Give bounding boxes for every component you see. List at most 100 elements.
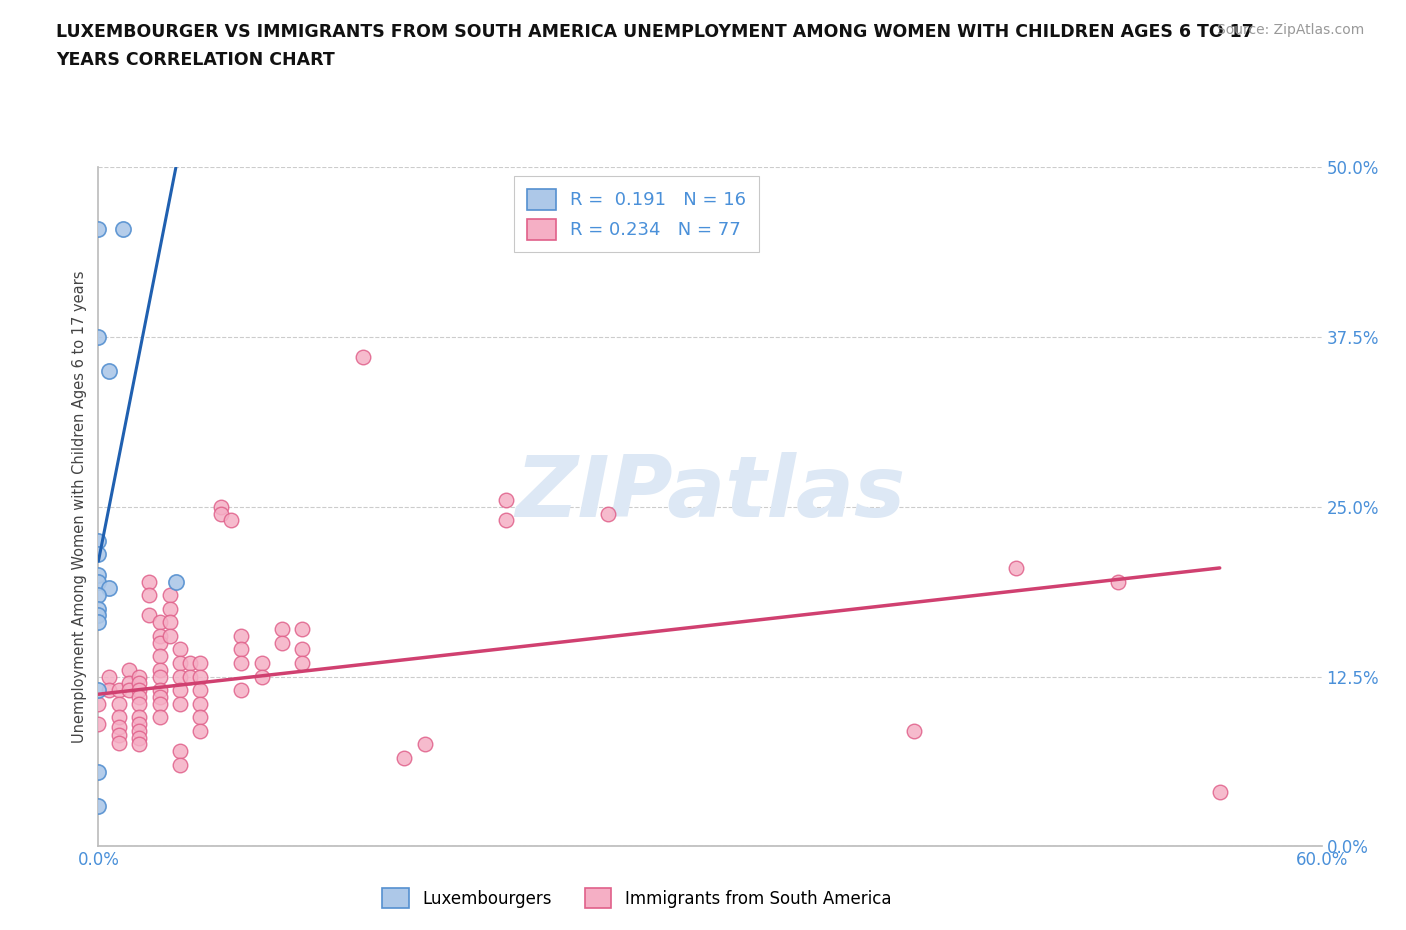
Point [118, 683, 141, 698]
Point [179, 670, 201, 684]
Point [231, 683, 253, 698]
Point [87, 608, 110, 623]
Point [149, 662, 172, 677]
Point [138, 608, 160, 623]
Point [188, 710, 212, 724]
Point [87, 221, 110, 236]
Point [128, 670, 150, 684]
Point [1107, 574, 1129, 589]
Point [250, 656, 273, 671]
Point [108, 697, 131, 711]
Point [97, 683, 120, 698]
Point [87, 534, 110, 549]
Point [128, 717, 150, 732]
Point [128, 683, 150, 698]
Point [179, 656, 201, 671]
Point [270, 635, 294, 650]
Point [149, 697, 172, 711]
Point [149, 615, 172, 630]
Point [108, 720, 131, 735]
Point [118, 676, 141, 691]
Point [149, 635, 172, 650]
Point [108, 727, 131, 742]
Point [149, 683, 172, 698]
Point [97, 364, 120, 379]
Y-axis label: Unemployment Among Women with Children Ages 6 to 17 years: Unemployment Among Women with Children A… [72, 271, 87, 743]
Point [159, 602, 181, 617]
Point [270, 621, 294, 636]
Point [149, 689, 172, 704]
Point [169, 757, 191, 772]
Point [138, 574, 160, 589]
Point [97, 670, 120, 684]
Point [169, 697, 191, 711]
Point [188, 670, 212, 684]
Point [149, 629, 172, 644]
Point [165, 574, 187, 589]
Point [903, 724, 925, 738]
Point [188, 724, 212, 738]
Point [128, 697, 150, 711]
Point [169, 683, 191, 698]
Point [169, 656, 191, 671]
Point [188, 697, 212, 711]
Point [108, 710, 131, 724]
Point [159, 615, 181, 630]
Point [128, 724, 150, 738]
Point [87, 615, 110, 630]
Point [250, 670, 273, 684]
Point [87, 764, 110, 779]
Text: ZIPatlas: ZIPatlas [515, 452, 905, 535]
Point [138, 588, 160, 603]
Point [598, 506, 620, 521]
Point [149, 649, 172, 664]
Point [87, 567, 110, 582]
Point [128, 737, 150, 752]
Point [111, 221, 134, 236]
Point [188, 683, 212, 698]
Point [219, 513, 242, 528]
Point [97, 581, 120, 596]
Point [128, 689, 150, 704]
Point [231, 656, 253, 671]
Point [87, 697, 110, 711]
Point [495, 493, 517, 508]
Point [149, 670, 172, 684]
Point [87, 683, 110, 698]
Point [291, 656, 314, 671]
Point [87, 574, 110, 589]
Point [392, 751, 416, 765]
Legend: Luxembourgers, Immigrants from South America: Luxembourgers, Immigrants from South Ame… [374, 880, 900, 916]
Point [209, 499, 232, 514]
Point [87, 588, 110, 603]
Point [1209, 785, 1232, 800]
Point [231, 629, 253, 644]
Point [495, 513, 517, 528]
Point [87, 717, 110, 732]
Point [169, 744, 191, 759]
Point [291, 642, 314, 657]
Point [209, 506, 232, 521]
Point [413, 737, 436, 752]
Point [128, 730, 150, 745]
Point [87, 602, 110, 617]
Point [87, 798, 110, 813]
Point [149, 710, 172, 724]
Point [159, 629, 181, 644]
Point [108, 683, 131, 698]
Point [169, 670, 191, 684]
Text: Source: ZipAtlas.com: Source: ZipAtlas.com [1216, 23, 1364, 37]
Point [87, 330, 110, 345]
Point [352, 350, 374, 365]
Point [159, 588, 181, 603]
Point [188, 656, 212, 671]
Point [1004, 561, 1026, 576]
Point [128, 710, 150, 724]
Point [169, 642, 191, 657]
Text: LUXEMBOURGER VS IMMIGRANTS FROM SOUTH AMERICA UNEMPLOYMENT AMONG WOMEN WITH CHIL: LUXEMBOURGER VS IMMIGRANTS FROM SOUTH AM… [56, 23, 1254, 41]
Point [231, 642, 253, 657]
Point [291, 621, 314, 636]
Point [118, 662, 141, 677]
Point [128, 676, 150, 691]
Point [108, 736, 131, 751]
